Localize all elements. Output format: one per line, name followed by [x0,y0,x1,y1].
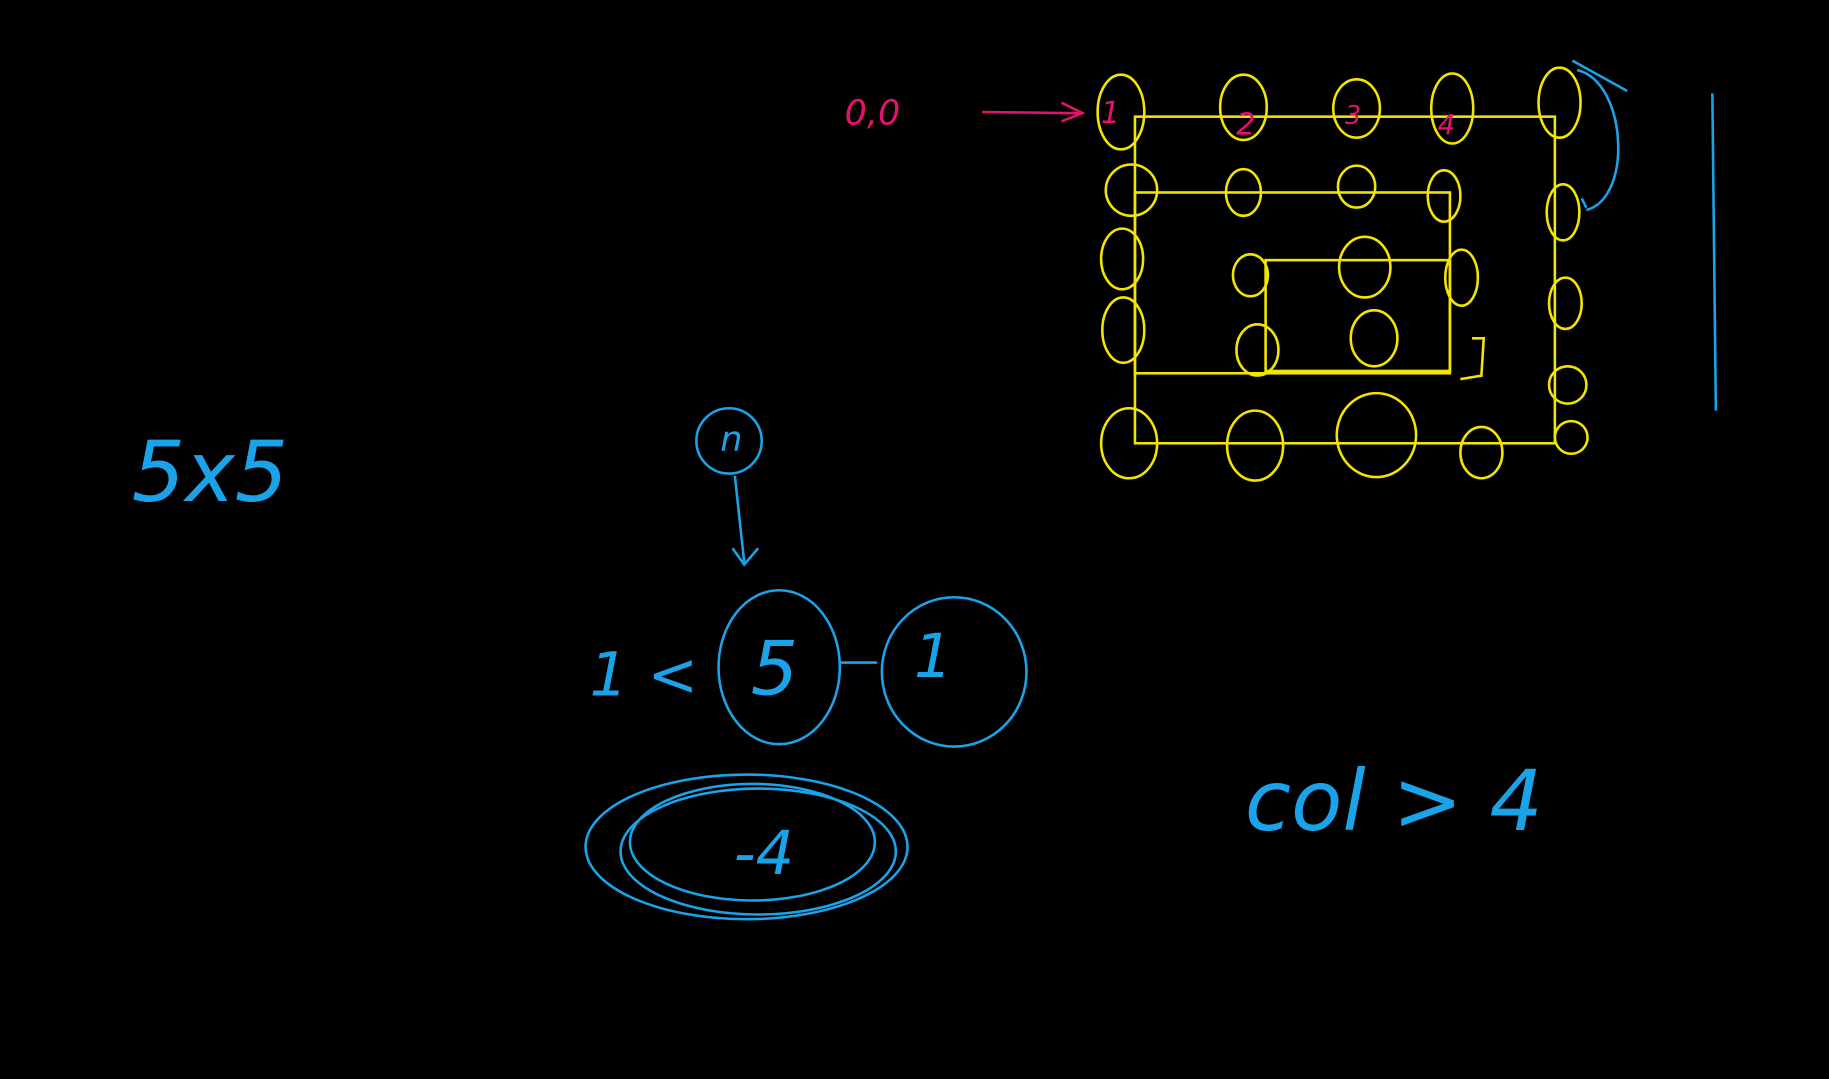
origin-arrow [982,101,1086,123]
size-label: 5x5 [132,423,289,521]
cell-index: 3 [1345,101,1361,131]
result-circle [619,787,898,916]
down-arrow [731,475,760,567]
origin-annotation: 0,0 1 2 3 4 [845,93,1456,142]
right-circle [880,595,1028,748]
condition-label: col > 4 [1245,752,1543,850]
cell-index: 4 [1437,108,1455,141]
node-label: n [720,420,742,460]
cells [1096,66,1589,482]
result-label: -4 [734,819,794,889]
result-circle [584,773,909,921]
right-label: 1 [914,622,953,692]
node-circle [695,406,763,475]
center-circle [717,588,842,746]
inner-layer [1264,258,1452,373]
matrix-sketch [1096,66,1589,482]
turn-arrow [1571,59,1628,212]
result-circle [628,782,877,902]
cell-index: 2 [1236,107,1255,142]
blue-annotations: 5x5 n 1 < 5 1 -4 col > 4 [132,59,1718,921]
cell-index: 1 [1101,96,1120,131]
center-label: 5 [751,626,799,713]
left-label: 1 < [590,640,699,710]
origin-label: 0,0 [845,93,901,133]
boundary-line [1711,93,1718,411]
